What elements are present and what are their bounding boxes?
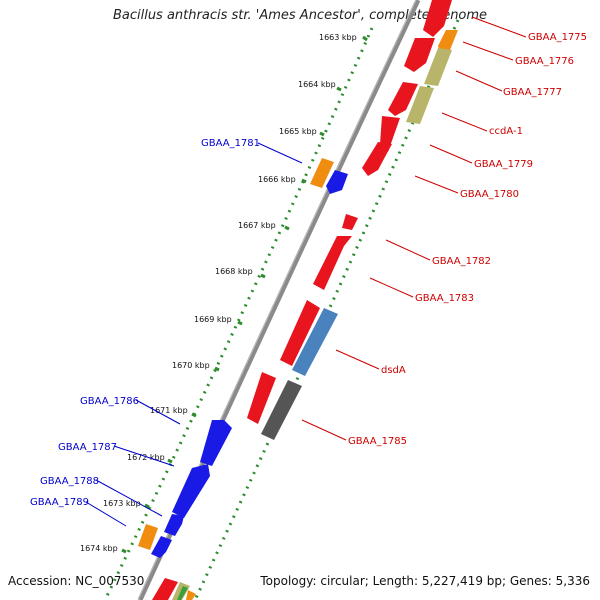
kbp-tick-label: 1664 kbp xyxy=(298,80,336,89)
kbp-tick-label: 1671 kbp xyxy=(150,406,188,415)
gene-gbaa-1789[interactable] xyxy=(151,536,172,558)
gene-bottom-red[interactable] xyxy=(152,578,178,600)
gene-gbaa-1781[interactable] xyxy=(326,170,348,194)
gene-gbaa-1786[interactable] xyxy=(200,420,232,466)
kbp-tick-label: 1663 kbp xyxy=(319,33,357,42)
gene-label-gbaa-1783: GBAA_1783 xyxy=(415,293,474,304)
kbp-tick-label: 1668 kbp xyxy=(215,267,253,276)
gene-label-gbaa-1788: GBAA_1788 xyxy=(40,476,99,487)
gene-label-gbaa-1777: GBAA_1777 xyxy=(503,87,562,98)
gene-label-gbaa-1786: GBAA_1786 xyxy=(80,396,139,407)
kbp-tick-label: 1667 kbp xyxy=(238,221,276,230)
gene-gbaa-1776[interactable] xyxy=(438,30,458,52)
gene-label-dsda: dsdA xyxy=(381,365,406,376)
gene-label-gbaa-1787: GBAA_1787 xyxy=(58,442,117,453)
gene-gbaa-1776b[interactable] xyxy=(404,38,435,72)
gene-gbaa-1785-red[interactable] xyxy=(247,372,276,424)
kbp-tick-label: 1672 kbp xyxy=(127,453,165,462)
gene-label-gbaa-1782: GBAA_1782 xyxy=(432,256,491,267)
gene-gbaa-1785[interactable] xyxy=(261,380,302,440)
kbp-tick-label: 1670 kbp xyxy=(172,361,210,370)
gene-label-gbaa-1776: GBAA_1776 xyxy=(515,56,574,67)
gene-gbaa-1783[interactable] xyxy=(280,300,320,366)
gene-gbaa-1789-orange[interactable] xyxy=(138,524,158,550)
gene-gbaa-1787[interactable] xyxy=(172,464,210,518)
reverse-strand-genes xyxy=(152,0,458,600)
map-title: Bacillus anthracis str. 'Ames Ancestor',… xyxy=(112,8,488,23)
gene-gbaa-1782-small[interactable] xyxy=(342,214,358,230)
gene-bottom-green[interactable] xyxy=(177,586,188,600)
kbp-tick-label: 1674 kbp xyxy=(80,544,118,553)
kbp-tick-label: 1666 kbp xyxy=(258,175,296,184)
gene-gbaa-1777[interactable] xyxy=(424,48,452,86)
gene-gbaa-1782[interactable] xyxy=(313,236,352,290)
kbp-tick-label: 1669 kbp xyxy=(194,315,232,324)
forward-strand-genes xyxy=(138,158,348,558)
gene-label-gbaa-1775: GBAA_1775 xyxy=(528,32,587,43)
gene-gbaa-1775[interactable] xyxy=(423,0,452,37)
gene-label-gbaa-1785: GBAA_1785 xyxy=(348,436,407,447)
genome-summary-text: Topology: circular; Length: 5,227,419 bp… xyxy=(260,574,590,588)
kbp-tick-marks xyxy=(121,35,368,554)
gene-gbaa-1780[interactable] xyxy=(362,142,392,176)
kbp-tick-label: 1673 kbp xyxy=(103,499,141,508)
gene-label-gbaa-1780: GBAA_1780 xyxy=(460,189,519,200)
gene-gbaa-1777b[interactable] xyxy=(388,82,418,116)
forward-label-leaders xyxy=(85,142,303,527)
gene-dsda[interactable] xyxy=(292,308,338,376)
gene-gbaa-1781-orange[interactable] xyxy=(310,158,334,188)
accession-text: Accession: NC_007530 xyxy=(8,574,145,588)
gene-label-gbaa-1781: GBAA_1781 xyxy=(201,138,260,149)
gene-label-gbaa-1789: GBAA_1789 xyxy=(30,497,89,508)
gene-label-gbaa-1779: GBAA_1779 xyxy=(474,159,533,170)
gene-bottom-orange[interactable] xyxy=(186,590,196,600)
gene-ccda-1[interactable] xyxy=(406,86,434,124)
gene-label-ccda-1: ccdA-1 xyxy=(489,126,523,137)
kbp-tick-label: 1665 kbp xyxy=(279,127,317,136)
gene-gbaa-1788[interactable] xyxy=(164,514,184,536)
reverse-label-leaders xyxy=(301,16,527,441)
